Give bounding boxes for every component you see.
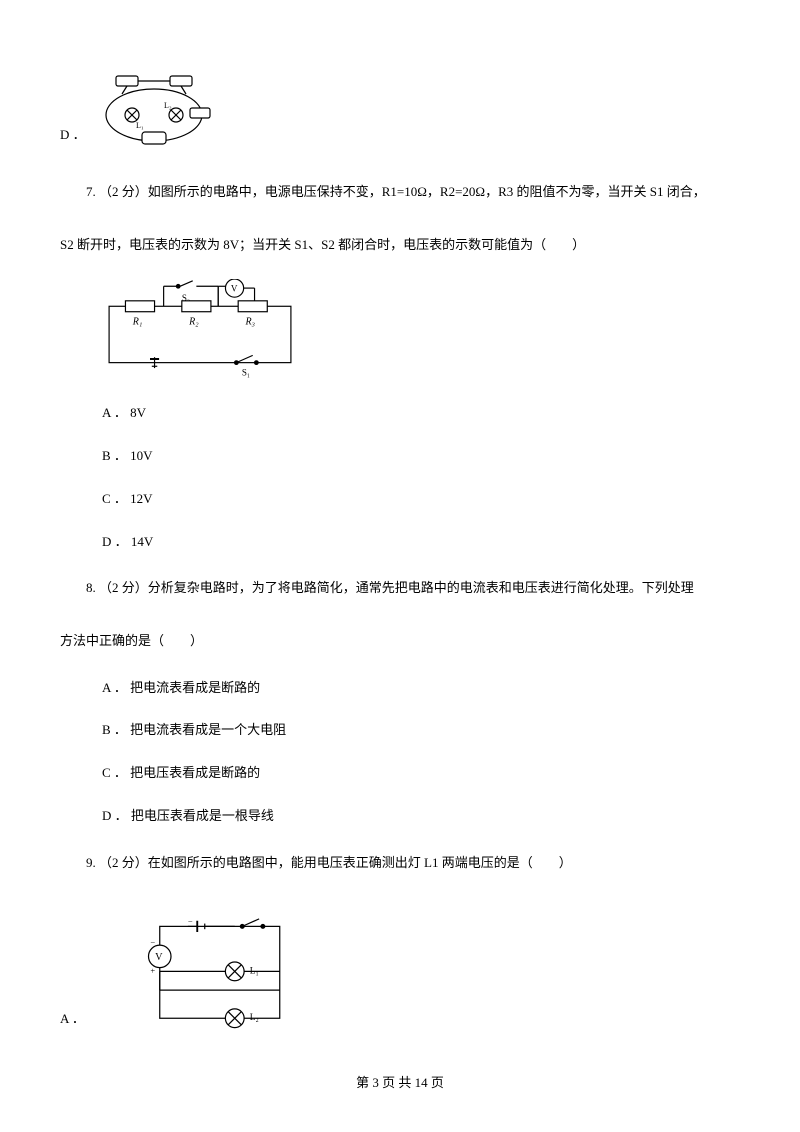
svg-text:V: V [155,952,163,963]
svg-text:R₃: R₃ [244,317,255,328]
q8-option-a: A ． 把电流表看成是断路的 [102,678,740,699]
svg-text:L₂: L₂ [250,1013,259,1023]
svg-text:+: + [150,966,155,976]
q8-option-b: B ． 把电流表看成是一个大电阻 [102,720,740,741]
q7-option-b: B ． 10V [102,446,740,467]
q8-text-line1: 8. （2 分）分析复杂电路时，为了将电路简化，通常先把电路中的电流表和电压表进… [60,574,740,603]
svg-text:−: − [150,937,155,947]
svg-text:−: − [188,917,193,927]
circuit-diagram-q9a: − V − + L₁ L₂ [141,917,291,1030]
q7-option-d: D ． 14V [102,532,740,553]
q6-option-d-label: D ． [60,125,86,150]
q7-text-line2: S2 断开时，电压表的示数为 8V；当开关 S1、S2 都闭合时，电压表的示数可… [60,231,740,260]
q8-option-d: D ． 把电压表看成是一根导线 [102,806,740,827]
q7-option-a: A ． 8V [102,403,740,424]
q9-option-a-label: A ． [60,1009,85,1034]
circuit-diagram-q7: S₂ V R₁ R₂ R₃ S₁ [100,279,300,379]
q9-option-a-row: A ． − V − + L₁ [60,901,740,1034]
svg-text:L₁: L₁ [136,121,144,130]
svg-text:R₁: R₁ [132,317,143,328]
q9-text: 9. （2 分）在如图所示的电路图中，能用电压表正确测出灯 L1 两端电压的是（… [60,849,740,878]
q6-option-d-row: D ． L₁ L₂ [60,70,740,150]
svg-text:V: V [231,284,238,294]
q7-text-line1: 7. （2 分）如图所示的电路中，电源电压保持不变，R1=10Ω，R2=20Ω，… [60,178,740,207]
svg-text:R₂: R₂ [188,317,199,328]
svg-text:L₂: L₂ [164,101,172,110]
svg-text:L₁: L₁ [250,967,259,977]
circuit-diagram-q6d: L₁ L₂ [94,70,214,150]
svg-text:S₁: S₁ [242,368,250,378]
q8-option-c: C ． 把电压表看成是断路的 [102,763,740,784]
q7-option-c: C ． 12V [102,489,740,510]
q8-text-line2: 方法中正确的是（ ） [60,627,740,656]
page-footer: 第 3 页 共 14 页 [0,1073,800,1094]
